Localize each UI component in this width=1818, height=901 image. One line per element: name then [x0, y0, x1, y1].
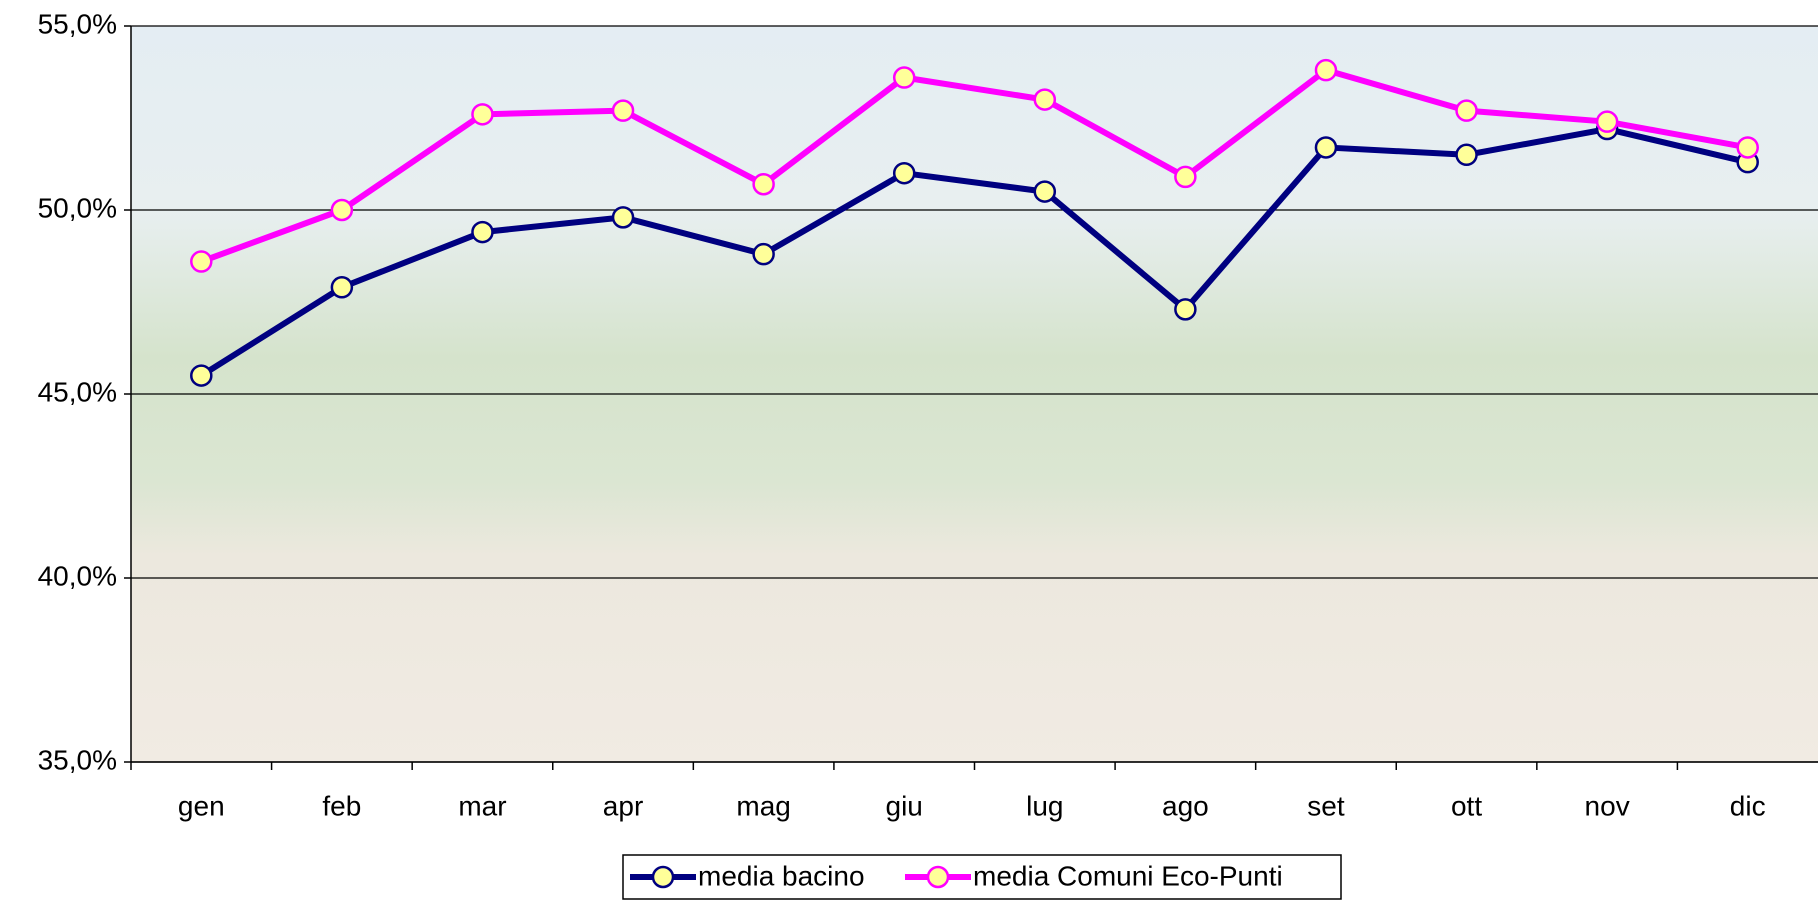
point — [1595, 110, 1619, 133]
point — [330, 198, 354, 222]
x-tick-label: mar — [458, 790, 506, 821]
point — [330, 276, 354, 299]
x-tick-label: lug — [1026, 790, 1063, 821]
point — [892, 66, 916, 89]
series-line — [199, 126, 1749, 379]
x-tick-label: gen — [178, 790, 225, 821]
x-tick-label: mag — [736, 790, 790, 821]
point — [471, 103, 494, 126]
x-tick-label: ago — [1162, 790, 1209, 821]
point — [752, 242, 775, 266]
x-tick-label: giu — [886, 790, 923, 821]
point — [471, 220, 494, 244]
point — [1174, 298, 1197, 321]
x-tick-label: nov — [1585, 790, 1630, 821]
point — [892, 161, 916, 185]
legend-label: media Comuni Eco-Punti — [973, 860, 1283, 891]
x-tick-label: dic — [1730, 790, 1766, 821]
legend-label: media bacino — [698, 860, 865, 891]
point — [1033, 180, 1057, 203]
legend-marker — [651, 865, 675, 889]
point — [752, 172, 775, 196]
legend-box — [622, 854, 1342, 900]
axes: 35,0% 40,0% 45,0% 50,0% 55,0% gen feb mar apr mag… — [38, 8, 1818, 821]
point — [1174, 165, 1197, 189]
point — [1314, 58, 1338, 82]
y-tick-label: 35,0% — [38, 744, 117, 775]
y-tick-label: 45,0% — [38, 376, 117, 407]
series-line — [200, 67, 1749, 265]
x-tick-label: ott — [1451, 790, 1482, 821]
y-tick-label: 55,0% — [38, 8, 117, 39]
point — [1736, 136, 1759, 159]
point — [1033, 88, 1057, 111]
y-tick-label: 50,0% — [38, 192, 117, 223]
point — [190, 364, 213, 387]
legend-marker — [926, 865, 950, 889]
point — [1455, 143, 1478, 167]
x-tick-label: apr — [603, 790, 643, 821]
lines — [190, 58, 1759, 387]
x-tick-label: feb — [322, 790, 361, 821]
point — [1455, 99, 1478, 122]
point — [611, 206, 635, 229]
point — [1314, 136, 1338, 159]
legend: media bacino media Comuni Eco-Punti — [622, 854, 1342, 900]
y-tick-label: 40,0% — [38, 560, 117, 591]
point — [611, 99, 635, 122]
point — [190, 250, 213, 273]
x-tick-label: set — [1307, 790, 1345, 821]
